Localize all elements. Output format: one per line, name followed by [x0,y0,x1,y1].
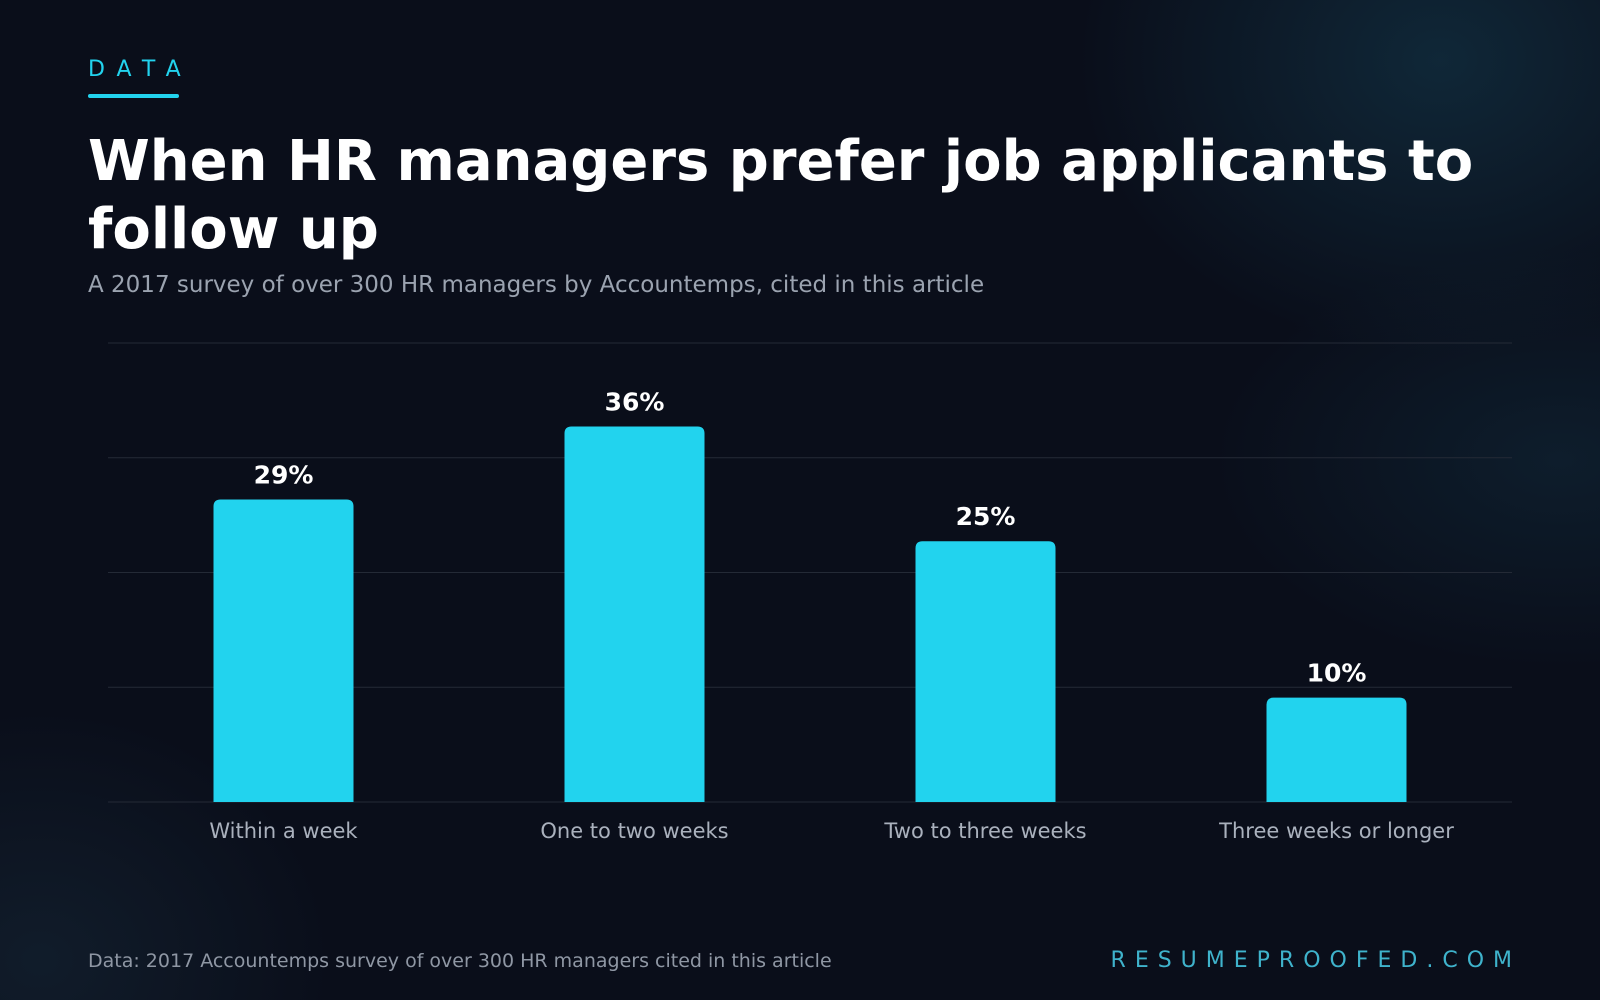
brand-wordmark: RESUMEPROOFED.COM [1110,948,1521,973]
bar-value-label: 10% [1307,659,1367,688]
value-labels: 29% 36% 25% 10% [254,387,1367,687]
bar [1266,697,1407,802]
bar [915,541,1056,802]
bars [213,426,1407,802]
bar [213,499,354,802]
category-tick-label: Three weeks or longer [1218,819,1454,843]
category-tick-label: One to two weeks [540,819,728,843]
eyebrow-label: DATA [88,57,193,82]
chart-subtitle: A 2017 survey of over 300 HR managers by… [88,272,985,298]
bar-value-label: 36% [605,387,665,416]
category-labels: Within a week One to two weeks Two to thre… [209,819,1454,843]
footer-source-note: Data: 2017 Accountemps survey of over 30… [88,950,832,972]
category-tick-label: Two to three weeks [883,819,1086,843]
chart-title: When HR managers prefer job applicants t… [88,129,1474,262]
bar-chart: 29% 36% 25% 10% Within a week One to two wee… [108,342,1512,843]
eyebrow-underline [88,94,179,98]
bar-value-label: 29% [254,460,314,489]
bar-value-label: 25% [956,502,1016,531]
category-tick-label: Within a week [209,819,358,843]
bar [564,426,705,802]
